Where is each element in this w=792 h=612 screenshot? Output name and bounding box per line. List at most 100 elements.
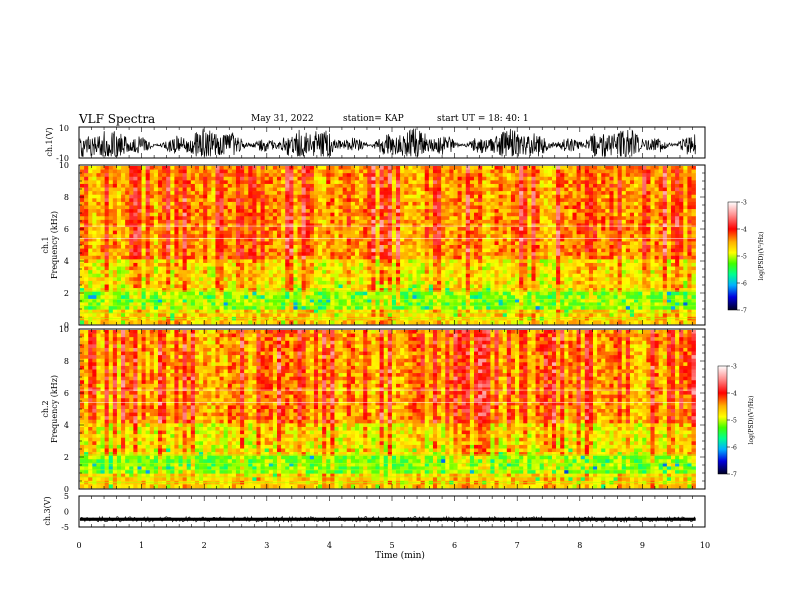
ch1-spectrogram-cell xyxy=(350,223,356,228)
ch1-spectrogram-cell xyxy=(297,245,302,249)
ch1-spectrogram-cell xyxy=(646,273,651,278)
ch1-spectrogram-cell xyxy=(379,230,384,235)
ch1-spectrogram-cell xyxy=(465,187,471,192)
ch1-spectrogram-cell xyxy=(662,180,668,185)
ch1-spectrogram-cell xyxy=(576,212,581,217)
ch1-spectrogram-cell xyxy=(162,219,167,224)
ch1-spectrogram-cell xyxy=(379,248,384,253)
ch1-spectrogram-cell xyxy=(84,169,89,174)
ch1-spectrogram-cell xyxy=(461,176,467,181)
ch1-spectrogram-cell xyxy=(424,187,430,192)
ch1-spectrogram-cell xyxy=(568,237,573,242)
ch1-spectrogram-cell xyxy=(186,223,192,228)
ch1-spectrogram-cell xyxy=(379,198,384,203)
ch1-spectrogram-cell xyxy=(145,191,151,196)
ch1-spectrogram-cell xyxy=(305,237,311,242)
ch1-spectrogram-cell xyxy=(186,205,192,210)
ch1-spectrogram-cell xyxy=(289,277,294,282)
ch1-spectrogram-cell xyxy=(391,237,397,242)
ch1-spectrogram-cell xyxy=(609,234,614,239)
ch1-spectrogram-cell xyxy=(371,230,376,235)
ch1-spectrogram-cell xyxy=(297,187,302,192)
ch1-spectrogram-cell xyxy=(617,194,623,199)
ch1-spectrogram-cell xyxy=(215,166,220,170)
ch1-spectrogram-cell xyxy=(383,205,389,210)
ch1-spectrogram-cell xyxy=(84,266,89,271)
ch1-spectrogram-cell xyxy=(88,270,93,275)
ch1-spectrogram-cell xyxy=(363,191,368,196)
ch1-spectrogram-cell xyxy=(613,266,618,271)
ch1-spectrogram-cell xyxy=(297,230,302,235)
ch1-spectrogram-cell xyxy=(272,255,278,260)
ch1-spectrogram-cell xyxy=(539,270,545,275)
ch1-spectrogram-cell xyxy=(157,216,163,221)
ch1-spectrogram-cell xyxy=(281,176,286,181)
ch1-spectrogram-cell xyxy=(535,230,540,235)
ch1-spectrogram-cell xyxy=(568,252,573,257)
ch1-spectrogram-cell xyxy=(363,227,368,231)
ch1-spectrogram-cell xyxy=(449,209,454,213)
ch1-spectrogram-cell xyxy=(531,241,536,246)
ch1-spectrogram-cell xyxy=(396,169,401,174)
ch1-spectrogram-cell xyxy=(572,194,577,199)
ch1-spectrogram-cell xyxy=(170,183,175,188)
ch1-spectrogram-cell xyxy=(277,219,282,224)
ch1-spectrogram-cell xyxy=(207,198,212,203)
ch1-spectrogram-cell xyxy=(268,252,274,257)
ch1-spectrogram-cell xyxy=(494,205,499,210)
ch1-spectrogram-cell xyxy=(367,280,372,285)
ch1-spectrogram-cell xyxy=(84,277,89,282)
ch1-spectrogram-cell xyxy=(137,266,142,271)
ch1-spectrogram-cell xyxy=(203,230,208,235)
ch1-spectrogram-cell xyxy=(601,223,606,228)
ch1-spectrogram-cell xyxy=(420,252,426,257)
ch1-spectrogram-cell xyxy=(601,191,606,196)
ch1-spectrogram-cell xyxy=(428,198,434,203)
ch1-spectrogram-cell xyxy=(527,198,532,203)
ch1-spectrogram-cell xyxy=(88,191,93,196)
ch1-spectrogram-cell xyxy=(572,227,577,231)
ch1-spectrogram-cell xyxy=(687,273,692,278)
ch1-spectrogram-cell xyxy=(375,270,380,275)
ch1-spectrogram-cell xyxy=(568,266,573,271)
ch1-spectrogram-cell xyxy=(531,245,536,249)
ch1-spectrogram-cell xyxy=(424,237,430,242)
ch1-spectrogram-cell xyxy=(359,166,364,170)
ch1-spectrogram-cell xyxy=(256,198,261,203)
ch1-spectrogram-cell xyxy=(223,180,229,185)
ch1-spectrogram-cell xyxy=(490,259,495,264)
ch1-spectrogram-cell xyxy=(149,209,155,213)
ch1-spectrogram-cell xyxy=(445,245,450,249)
ch1-spectrogram-cell xyxy=(157,245,163,249)
ch1-spectrogram-cell xyxy=(129,245,134,249)
ch1-spectrogram-cell xyxy=(461,173,467,178)
ch1-spectrogram-cell xyxy=(576,176,581,181)
ch1-spectrogram-cell xyxy=(638,230,643,235)
ch1-spectrogram-cell xyxy=(515,252,520,257)
ch1-spectrogram-cell xyxy=(675,219,680,224)
ch1-spectrogram-cell xyxy=(650,205,655,210)
ch1-spectrogram-cell xyxy=(223,262,229,267)
ch1-spectrogram-cell xyxy=(244,259,249,264)
ch1-spectrogram-cell xyxy=(112,183,118,188)
ch1-spectrogram-cell xyxy=(564,248,569,253)
ch1-spectrogram-cell xyxy=(166,166,171,170)
ch1-spectrogram-cell xyxy=(260,219,265,224)
ch1-spectrogram-cell xyxy=(576,277,581,282)
ch1-spectrogram-cell xyxy=(408,255,413,260)
ch1-spectrogram-cell xyxy=(650,166,655,170)
ch1-spectrogram-cell xyxy=(346,234,352,239)
ch1-spectrogram-cell xyxy=(248,245,253,249)
ch1-spectrogram-cell xyxy=(244,273,249,278)
ch1-spectrogram-cell xyxy=(506,166,512,170)
ch1-spectrogram-cell xyxy=(256,194,261,199)
ch1-spectrogram-cell xyxy=(199,194,204,199)
ch1-spectrogram-cell xyxy=(203,227,208,231)
ch1-spectrogram-cell xyxy=(186,248,192,253)
ch1-spectrogram-cell xyxy=(625,273,631,278)
ch1-spectrogram-cell xyxy=(305,280,311,285)
ch1-spectrogram-cell xyxy=(560,219,565,224)
ch1-spectrogram-cell xyxy=(309,194,315,199)
ch1-spectrogram-cell xyxy=(153,209,159,213)
ch1-spectrogram-cell xyxy=(80,277,85,282)
